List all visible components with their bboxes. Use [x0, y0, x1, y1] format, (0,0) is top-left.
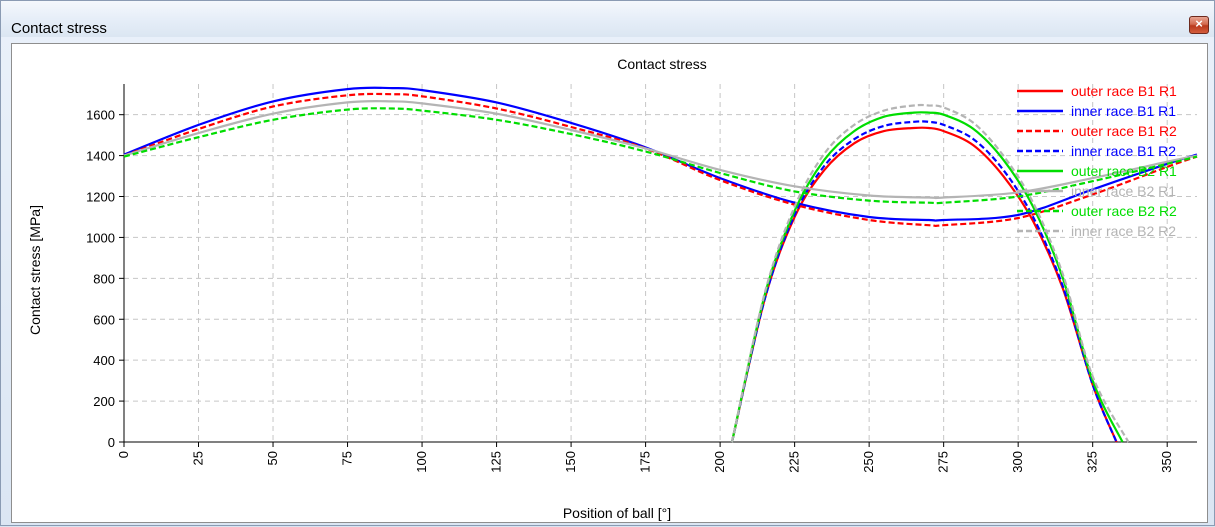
y-tick-label: 600 [93, 312, 115, 327]
legend-label: inner race B1 R2 [1071, 143, 1176, 159]
plot-panel: Contact stress 0 25 50 75 100 125 150 175 200 225… [11, 43, 1208, 523]
series-line-8 [730, 103, 1130, 443]
x-tick-label: 275 [936, 451, 951, 473]
x-axis-ticks: 0 25 50 75 100 125 150 175 200 225 250 275 300 325 350 [116, 442, 1174, 473]
legend-label: inner race B2 R2 [1071, 223, 1176, 239]
contact-stress-chart: Contact stress 0 25 50 75 100 125 150 175 200 225… [27, 56, 1198, 521]
x-tick-label: 0 [116, 451, 131, 458]
series-line-5 [730, 111, 1124, 443]
x-tick-label: 125 [489, 451, 504, 473]
window-title: Contact stress [11, 20, 107, 37]
series-line-1 [730, 126, 1118, 443]
legend-label: outer race B1 R2 [1071, 123, 1177, 139]
y-axis-ticks: 0 200 400 600 800 1000 1200 1400 1600 [86, 108, 124, 450]
close-button[interactable]: × [1189, 16, 1209, 34]
series-line-3 [123, 92, 1198, 228]
close-icon: × [1195, 16, 1203, 31]
series-line-4 [730, 120, 1118, 443]
x-tick-label: 150 [563, 451, 578, 473]
y-tick-label: 400 [93, 353, 115, 368]
legend-label: inner race B1 R1 [1071, 103, 1176, 119]
x-tick-label: 325 [1085, 451, 1100, 473]
axes [123, 84, 1197, 443]
legend-label: outer race B2 R1 [1071, 163, 1177, 179]
series-line-6 [123, 99, 1198, 200]
x-tick-label: 225 [787, 451, 802, 473]
x-tick-label: 25 [191, 451, 206, 465]
chart-title: Contact stress [617, 56, 706, 72]
x-tick-label: 300 [1010, 451, 1025, 473]
x-tick-label: 100 [414, 451, 429, 473]
series-line-2 [123, 86, 1198, 222]
y-tick-label: 1400 [86, 149, 115, 164]
x-tick-label: 75 [340, 451, 355, 465]
y-tick-label: 0 [108, 435, 115, 450]
legend: outer race B1 R1 inner race B1 R1 outer ra… [1017, 83, 1177, 239]
x-axis-label: Position of ball [°] [563, 505, 671, 521]
x-tick-label: 50 [265, 451, 280, 465]
x-tick-label: 350 [1159, 451, 1174, 473]
grid [124, 84, 1197, 442]
legend-label: inner race B2 R1 [1071, 183, 1176, 199]
y-tick-label: 1000 [86, 230, 115, 245]
y-tick-label: 1200 [86, 190, 115, 205]
series-lines [123, 86, 1198, 443]
legend-label: outer race B2 R2 [1071, 203, 1177, 219]
y-axis-label: Contact stress [MPa] [27, 205, 43, 335]
y-tick-label: 200 [93, 394, 115, 409]
legend-label: outer race B1 R1 [1071, 83, 1177, 99]
series-line-7 [123, 107, 1198, 205]
title-bar[interactable]: Contact stress × [1, 1, 1214, 37]
x-tick-label: 175 [638, 451, 653, 473]
y-tick-label: 800 [93, 271, 115, 286]
x-tick-label: 200 [712, 451, 727, 473]
x-tick-label: 250 [861, 451, 876, 473]
y-tick-label: 1600 [86, 108, 115, 123]
